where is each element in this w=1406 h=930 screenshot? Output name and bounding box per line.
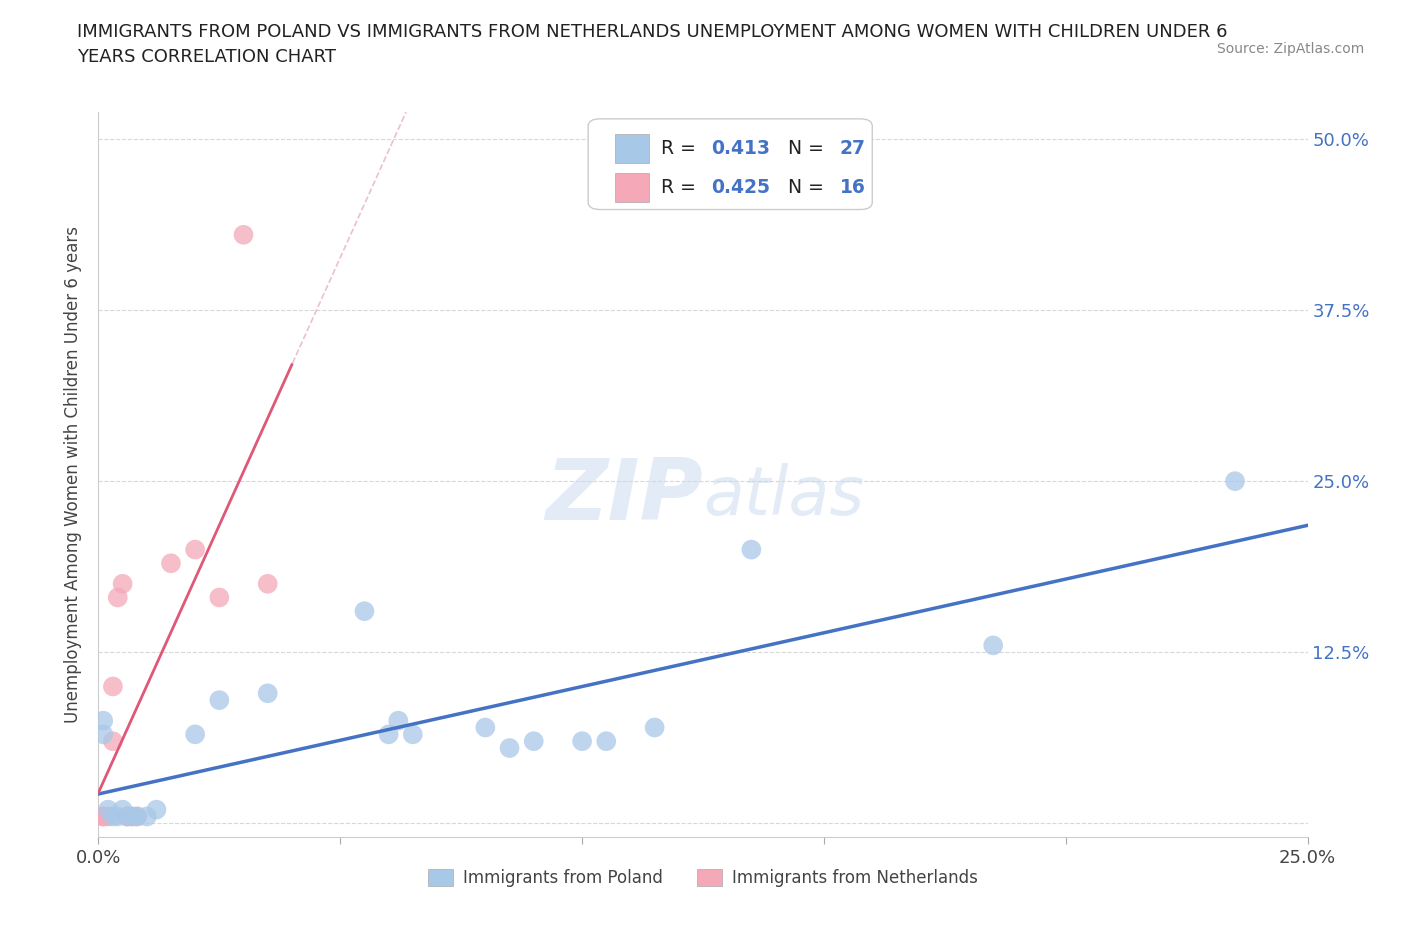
Text: R =: R = [661, 178, 702, 196]
Y-axis label: Unemployment Among Women with Children Under 6 years: Unemployment Among Women with Children U… [65, 226, 83, 723]
Point [184, 727, 207, 742]
Point [387, 713, 409, 728]
Point [644, 720, 666, 735]
Legend: Immigrants from Poland, Immigrants from Netherlands: Immigrants from Poland, Immigrants from … [422, 862, 984, 894]
Point [571, 734, 593, 749]
Point [232, 227, 254, 242]
Point [121, 809, 143, 824]
Point [595, 734, 617, 749]
Point [377, 727, 399, 742]
Point [184, 542, 207, 557]
Point [91, 809, 114, 824]
Point [498, 740, 520, 755]
Point [101, 734, 124, 749]
Text: R =: R = [661, 140, 702, 158]
Point [91, 809, 114, 824]
Point [981, 638, 1004, 653]
Point [107, 809, 129, 824]
Point [117, 809, 139, 824]
Point [91, 713, 114, 728]
Point [117, 809, 139, 824]
Point [256, 685, 278, 700]
Point [101, 679, 124, 694]
Bar [614, 173, 648, 202]
Point [91, 727, 114, 742]
Point [127, 809, 149, 824]
Text: atlas: atlas [703, 463, 865, 529]
Text: Source: ZipAtlas.com: Source: ZipAtlas.com [1216, 42, 1364, 56]
Point [101, 809, 124, 824]
Text: 0.425: 0.425 [711, 178, 770, 196]
Point [256, 577, 278, 591]
Point [145, 803, 167, 817]
Point [97, 809, 120, 824]
Point [111, 577, 134, 591]
Point [111, 803, 134, 817]
FancyBboxPatch shape [588, 119, 872, 209]
Point [1223, 473, 1246, 488]
Point [135, 809, 157, 824]
Point [121, 809, 143, 824]
Text: N =: N = [776, 178, 830, 196]
Point [117, 809, 139, 824]
Point [127, 809, 149, 824]
Text: 0.413: 0.413 [711, 140, 770, 158]
Point [474, 720, 496, 735]
Text: N =: N = [776, 140, 830, 158]
Point [353, 604, 375, 618]
Point [208, 590, 231, 604]
Text: ZIP: ZIP [546, 455, 703, 538]
Point [523, 734, 546, 749]
Point [208, 693, 231, 708]
Point [160, 556, 183, 571]
Text: 16: 16 [839, 178, 866, 196]
Point [107, 590, 129, 604]
Bar [614, 135, 648, 164]
Point [97, 803, 120, 817]
Point [402, 727, 425, 742]
Text: 27: 27 [839, 140, 866, 158]
Point [740, 542, 762, 557]
Text: IMMIGRANTS FROM POLAND VS IMMIGRANTS FROM NETHERLANDS UNEMPLOYMENT AMONG WOMEN W: IMMIGRANTS FROM POLAND VS IMMIGRANTS FRO… [77, 23, 1227, 66]
